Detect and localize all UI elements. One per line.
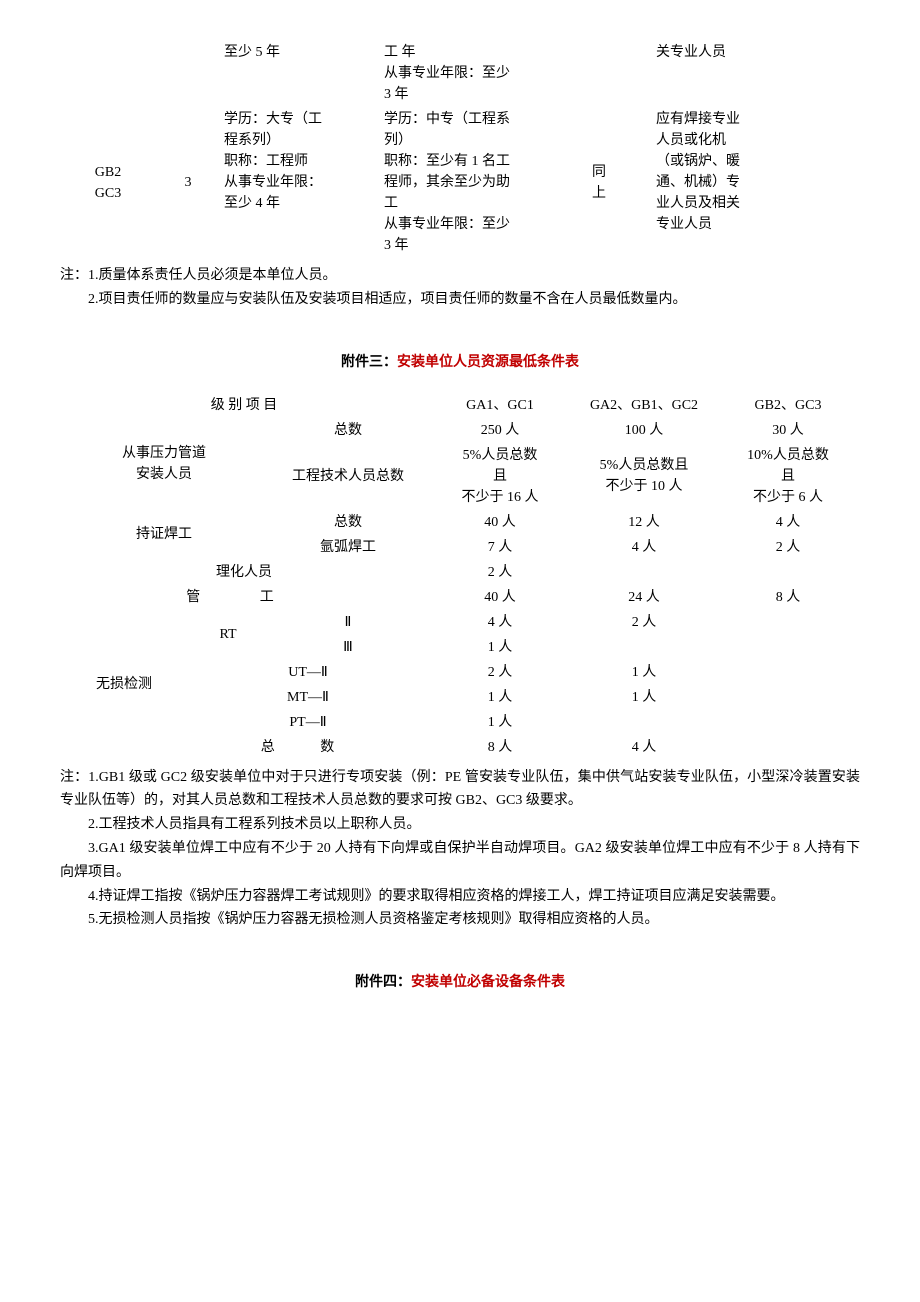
col-header: GA1、GC1 [428,393,572,418]
cell: 关专业人员 [652,40,860,107]
cell: 4 人 [572,735,716,760]
table-row: 持证焊工 总数 40 人 12 人 4 人 [60,510,860,535]
sub-group: RT [188,610,268,660]
note-block-1: 注：1.质量体系责任人员必须是本单位人员。 2.项目责任师的数量应与安装队伍及安… [60,264,860,312]
cell: 40 人 [428,585,572,610]
col-header: GB2、GC3 [716,393,860,418]
table-row: 管 工 40 人 24 人 8 人 [60,585,860,610]
row-group: 从事压力管道 安装人员 [60,418,268,510]
cell [716,685,860,710]
cell: 至少 5 年 [220,40,380,107]
sub-label: 总数 [268,510,428,535]
cell [716,610,860,635]
sub-label: Ⅱ [268,610,428,635]
title-red: 安装单位人员资源最低条件表 [397,355,579,370]
note-line: 2.工程技术人员指具有工程系列技术员以上职称人员。 [60,813,860,837]
cell: 5%人员总数 且 不少于 16 人 [428,443,572,510]
personnel-resource-table: 级 别 项 目 GA1、GC1 GA2、GB1、GC2 GB2、GC3 从事压力… [60,393,860,760]
sub-label: 氩弧焊工 [268,535,428,560]
header-label-cell: 级 别 项 目 [60,393,428,418]
cell: 8 人 [428,735,572,760]
cell [716,710,860,735]
sub-label: 工程技术人员总数 [268,443,428,510]
cell [716,635,860,660]
cell: 应有焊接专业 人员或化机 （或锅炉、暖 通、机械）专 业人员及相关 专业人员 [652,107,860,258]
cell [716,560,860,585]
cell: 2 人 [428,560,572,585]
cell: 1 人 [428,685,572,710]
cell: 10%人员总数 且 不少于 6 人 [716,443,860,510]
cell: 100 人 [572,418,716,443]
cell: 40 人 [428,510,572,535]
cell: 2 人 [572,610,716,635]
cell: 学历：大专（工 程系列） 职称：工程师 从事专业年限： 至少 4 年 [220,107,380,258]
cell: 24 人 [572,585,716,610]
table-row: 至少 5 年 工 年 从事专业年限：至少 3 年 关专业人员 [60,40,860,107]
note-line: 4.持证焊工指按《锅炉压力容器焊工考试规则》的要求取得相应资格的焊接工人，焊工持… [60,885,860,909]
title-prefix: 附件四： [355,975,411,990]
cell: 同 上 [588,107,652,258]
cell: 7 人 [428,535,572,560]
cell: 工 年 从事专业年限：至少 3 年 [380,40,588,107]
cell: 12 人 [572,510,716,535]
section-4-title: 附件四：安装单位必备设备条件表 [60,972,860,993]
cell [716,660,860,685]
table-row: 从事压力管道 安装人员 总数 250 人 100 人 30 人 [60,418,860,443]
sub-label: MT—Ⅱ [188,685,428,710]
note-line: 2.项目责任师的数量应与安装队伍及安装项目相适应，项目责任师的数量不含在人员最低… [60,288,687,312]
table-row: 理化人员 2 人 [60,560,860,585]
cell-level: GB2 GC3 [60,107,156,258]
note-line: 1.质量体系责任人员必须是本单位人员。 [88,268,337,283]
note-line: 5.无损检测人员指按《锅炉压力容器无损检测人员资格鉴定考核规则》取得相应资格的人… [60,908,860,932]
cell [572,560,716,585]
row-group: 管 工 [60,585,428,610]
cell: 250 人 [428,418,572,443]
sub-label: 总数 [268,418,428,443]
cell [60,40,156,107]
cell: 30 人 [716,418,860,443]
personnel-qualification-table: 至少 5 年 工 年 从事专业年限：至少 3 年 关专业人员 GB2 GC3 3… [60,40,860,258]
sub-label: UT—Ⅱ [188,660,428,685]
table-row: 无损检测 RT Ⅱ 4 人 2 人 [60,610,860,635]
cell: 2 人 [428,660,572,685]
cell: 4 人 [716,510,860,535]
col-header: GA2、GB1、GC2 [572,393,716,418]
cell: 1 人 [428,710,572,735]
cell [716,735,860,760]
sub-label: 总 数 [188,735,428,760]
cell: 2 人 [716,535,860,560]
note-prefix: 注： [60,268,88,283]
cell: 4 人 [428,610,572,635]
cell: 8 人 [716,585,860,610]
note-line: 注：1.GB1 级或 GC2 级安装单位中对于只进行专项安装（例：PE 管安装专… [60,766,860,814]
cell [572,635,716,660]
cell [588,40,652,107]
cell: 1 人 [428,635,572,660]
sub-label: Ⅲ [268,635,428,660]
cell: 4 人 [572,535,716,560]
cell: 1 人 [572,660,716,685]
row-group: 理化人员 [60,560,428,585]
cell: 学历：中专（工程系 列） 职称：至少有 1 名工 程师，其余至少为助 工 从事专… [380,107,588,258]
title-red: 安装单位必备设备条件表 [411,975,565,990]
table-header-row: 级 别 项 目 GA1、GC1 GA2、GB1、GC2 GB2、GC3 [60,393,860,418]
cell [156,40,220,107]
cell: 1 人 [572,685,716,710]
title-prefix: 附件三： [341,355,397,370]
section-3-title: 附件三：安装单位人员资源最低条件表 [60,352,860,373]
note-block-2: 注：1.GB1 级或 GC2 级安装单位中对于只进行专项安装（例：PE 管安装专… [60,766,860,933]
note-line: 3.GA1 级安装单位焊工中应有不少于 20 人持有下向焊或自保护半自动焊项目。… [60,837,860,885]
row-group: 无损检测 [60,610,188,760]
table-row: GB2 GC3 3 学历：大专（工 程系列） 职称：工程师 从事专业年限： 至少… [60,107,860,258]
row-group: 持证焊工 [60,510,268,560]
cell [572,710,716,735]
sub-label: PT—Ⅱ [188,710,428,735]
cell: 5%人员总数且 不少于 10 人 [572,443,716,510]
cell-count: 3 [156,107,220,258]
